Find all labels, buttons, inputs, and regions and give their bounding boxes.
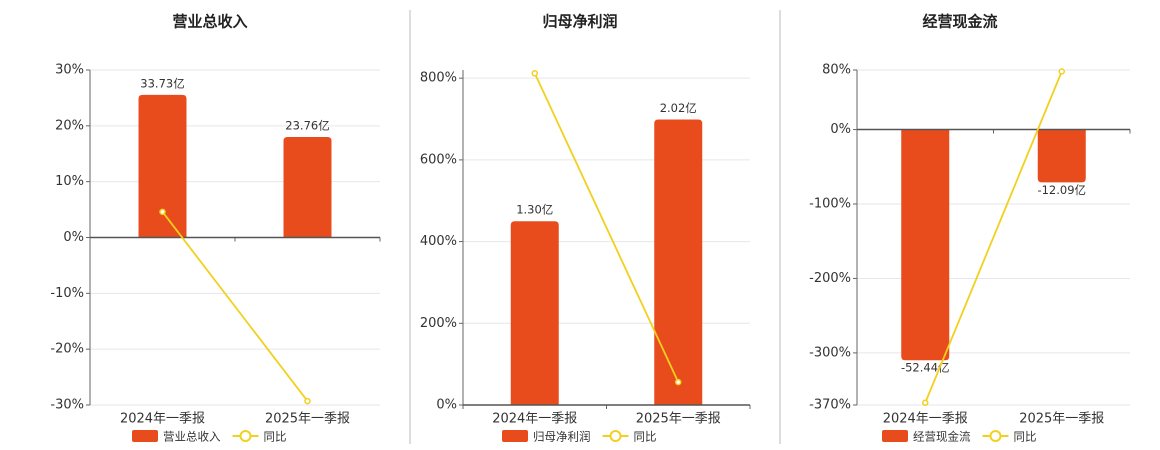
line — [533, 72, 680, 383]
y-tick-label: 0% — [63, 230, 84, 245]
legend-label: 归母净利润 — [533, 430, 591, 444]
legend-swatch — [609, 430, 622, 442]
y-tick-label: -300% — [809, 345, 851, 360]
legend-swatch — [882, 430, 908, 442]
y-tick-label: 80% — [822, 63, 851, 78]
y-tick-label: -30% — [50, 398, 84, 413]
bar — [1037, 129, 1086, 183]
chart-title: 归母净利润 — [542, 13, 617, 31]
x-tick-label: 2024年一季报 — [883, 412, 968, 427]
legend-swatch — [989, 430, 1002, 442]
legend-swatch — [502, 430, 528, 442]
y-tick-label: 800% — [420, 71, 457, 86]
y-tick-label: -370% — [809, 398, 851, 413]
legend-swatch — [132, 430, 158, 442]
y-tick-label: -200% — [809, 271, 851, 286]
legend-label: 同比 — [264, 430, 287, 444]
value-label: 33.73亿 — [140, 76, 184, 90]
x-tick-label: 2024年一季报 — [120, 412, 205, 427]
x-tick-label: 2025年一季报 — [265, 412, 350, 427]
value-label: 23.76亿 — [285, 119, 329, 133]
y-tick-label: 0% — [830, 122, 851, 137]
y-tick-label: 10% — [55, 174, 84, 189]
chart-title: 营业总收入 — [172, 13, 247, 31]
legend-label: 同比 — [1014, 430, 1037, 444]
y-tick-label: 0% — [436, 398, 457, 413]
legend-swatch — [239, 430, 252, 442]
y-tick-label: -20% — [50, 342, 84, 357]
y-tick-label: 30% — [55, 63, 84, 78]
bar — [654, 119, 703, 406]
point — [531, 70, 538, 77]
line — [161, 211, 309, 402]
bar — [901, 129, 950, 361]
point — [922, 399, 929, 407]
value-label: -12.09亿 — [1037, 183, 1086, 197]
y-tick-label: 20% — [55, 118, 84, 133]
y-tick-label: 600% — [420, 152, 457, 167]
legend-label: 营业总收入 — [163, 430, 221, 444]
legend-label: 同比 — [634, 430, 657, 444]
y-tick-label: -10% — [50, 286, 84, 301]
point — [159, 208, 166, 216]
bar — [283, 137, 332, 238]
point — [675, 378, 682, 386]
y-tick-label: 200% — [420, 316, 457, 331]
legend-label: 经营现金流 — [913, 430, 971, 444]
bar — [138, 94, 187, 238]
y-tick-label: 400% — [420, 234, 457, 249]
chart-title: 经营现金流 — [922, 13, 997, 31]
point — [1058, 68, 1065, 75]
x-tick-label: 2025年一季报 — [1019, 412, 1104, 427]
bar — [510, 221, 559, 405]
point — [304, 397, 311, 405]
x-tick-label: 2024年一季报 — [492, 412, 577, 427]
line — [924, 71, 1063, 404]
y-tick-label: -100% — [809, 197, 851, 212]
x-tick-label: 2025年一季报 — [636, 412, 721, 427]
value-label: 1.30亿 — [516, 203, 553, 217]
value-label: 2.02亿 — [660, 101, 697, 115]
